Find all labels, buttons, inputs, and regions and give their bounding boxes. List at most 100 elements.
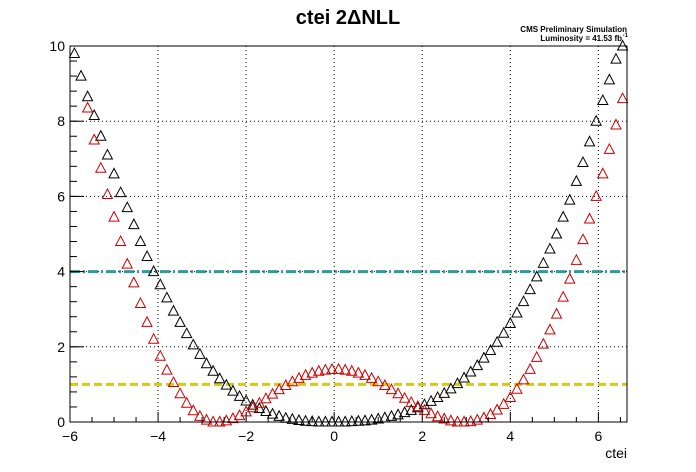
data-point — [557, 290, 569, 302]
data-point — [154, 278, 167, 290]
data-point — [365, 413, 378, 425]
data-point — [94, 161, 107, 173]
data-point — [108, 167, 120, 179]
data-point — [88, 133, 101, 145]
data-point — [312, 415, 325, 427]
data-point — [385, 383, 398, 395]
y-tick-label: 0 — [57, 414, 65, 430]
data-point — [293, 413, 305, 425]
data-point — [180, 327, 193, 339]
data-point — [161, 363, 173, 375]
data-point — [81, 90, 94, 102]
reference-lines — [70, 270, 627, 386]
data-point — [471, 359, 484, 371]
data-point — [504, 316, 517, 328]
data-point — [570, 174, 583, 186]
data-point — [550, 307, 563, 319]
data-point — [154, 349, 167, 361]
data-point — [378, 378, 391, 391]
data-point — [610, 118, 622, 130]
data-point — [167, 375, 180, 388]
data-point — [147, 332, 160, 344]
data-point — [464, 415, 477, 427]
data-point — [596, 93, 609, 106]
data-point — [101, 148, 114, 160]
data-point — [497, 326, 510, 338]
data-point — [134, 296, 147, 309]
data-point — [491, 403, 503, 415]
data-point — [101, 187, 114, 200]
data-point — [121, 201, 134, 213]
data-point — [339, 415, 352, 427]
x-tick-label: −4 — [150, 428, 166, 444]
x-tick-label: −6 — [62, 428, 78, 444]
data-point — [616, 39, 629, 51]
data-point — [167, 304, 180, 316]
data-point — [511, 306, 523, 318]
data-point — [596, 167, 609, 179]
data-point — [227, 384, 239, 396]
data-point — [174, 315, 186, 327]
data-point — [458, 371, 470, 383]
data-point — [590, 114, 603, 126]
data-point — [451, 415, 464, 427]
data-point — [246, 398, 259, 410]
data-point — [610, 52, 622, 64]
data-point — [220, 378, 233, 390]
data-point — [273, 409, 285, 421]
data-point — [141, 249, 153, 262]
data-point — [332, 362, 345, 374]
y-tick-label: 10 — [49, 38, 65, 54]
data-point — [524, 283, 536, 295]
data-point — [616, 92, 629, 104]
data-point — [266, 407, 279, 419]
data-point — [194, 409, 206, 421]
data-point — [544, 242, 556, 254]
axis-ticks: −6 −4 −2 0 2 4 6 0 2 4 6 8 10 — [49, 38, 621, 444]
data-point — [425, 407, 437, 419]
series-layer — [68, 39, 629, 427]
data-point — [504, 390, 517, 403]
data-point — [385, 409, 398, 421]
data-point — [326, 415, 338, 427]
data-point — [517, 373, 530, 385]
data-point — [141, 315, 153, 327]
data-point — [339, 363, 352, 375]
data-point — [75, 69, 87, 81]
data-point — [365, 371, 378, 383]
data-point — [445, 382, 457, 394]
data-point — [180, 396, 193, 408]
data-point — [213, 372, 226, 384]
plot-frame — [69, 45, 628, 423]
data-point — [418, 403, 431, 415]
data-point — [497, 397, 510, 409]
data-point — [194, 347, 206, 359]
data-point — [372, 412, 385, 424]
grid — [69, 45, 627, 423]
data-point — [68, 46, 81, 59]
data-point — [438, 412, 451, 424]
data-point — [114, 234, 127, 247]
data-point — [293, 371, 305, 383]
data-point — [392, 387, 404, 399]
y-tick-label: 4 — [57, 264, 65, 280]
data-point — [213, 415, 226, 427]
data-point — [240, 394, 252, 406]
data-point — [147, 265, 160, 277]
data-point — [445, 414, 457, 426]
chart-title: ctei 2ΔNLL — [296, 7, 400, 29]
data-point — [550, 227, 563, 239]
x-tick-label: 0 — [330, 428, 338, 444]
data-point — [306, 366, 319, 378]
data-point — [359, 414, 371, 426]
x-tick-label: 6 — [594, 428, 602, 444]
data-point — [431, 390, 444, 403]
x-tick-label: 2 — [418, 428, 426, 444]
data-point — [478, 351, 490, 363]
data-point — [161, 291, 173, 303]
data-point — [530, 350, 543, 362]
data-point — [94, 129, 107, 141]
x-tick-label: −2 — [238, 428, 254, 444]
data-point — [537, 256, 550, 268]
